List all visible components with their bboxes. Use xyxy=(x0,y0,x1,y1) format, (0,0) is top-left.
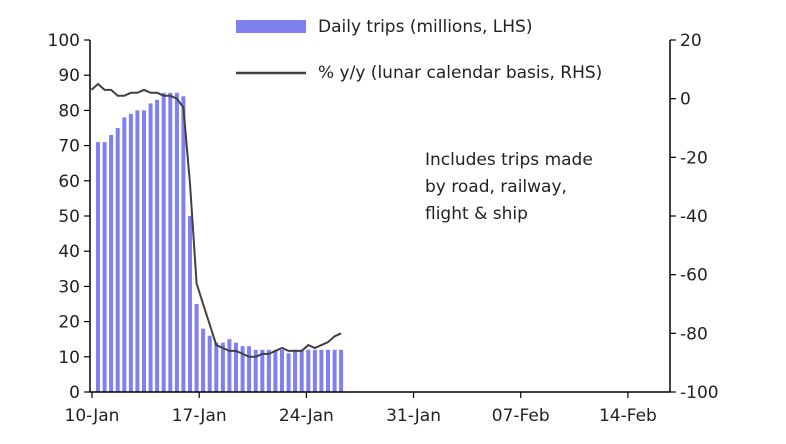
x-tick-label: 10-Jan xyxy=(65,406,120,426)
x-tick-label: 24-Jan xyxy=(279,406,334,426)
right-tick-label: -100 xyxy=(680,383,719,403)
left-tick-label: 10 xyxy=(58,348,80,368)
bar xyxy=(299,349,304,392)
left-tick-label: 60 xyxy=(58,172,80,192)
yoy-line xyxy=(90,82,342,358)
bar xyxy=(109,135,114,392)
bar xyxy=(286,353,291,392)
bar xyxy=(174,92,179,393)
legend-bar-swatch xyxy=(236,20,306,33)
x-tick-label: 14-Feb xyxy=(599,406,657,426)
bar xyxy=(214,342,219,392)
bar xyxy=(253,349,258,392)
right-tick-label: -80 xyxy=(680,324,708,344)
x-axis-ticks: 10-Jan 17-Jan 24-Jan 31-Jan 07-Feb 14-Feb xyxy=(65,392,657,426)
left-tick-label: 0 xyxy=(69,383,80,403)
bar xyxy=(312,349,317,392)
bar xyxy=(161,92,166,393)
bar xyxy=(128,113,133,393)
left-tick-label: 70 xyxy=(58,137,80,157)
left-tick-label: 50 xyxy=(58,207,80,227)
left-tick-label: 20 xyxy=(58,313,80,333)
bar xyxy=(293,349,298,392)
annotation: Includes trips made by road, railway, fl… xyxy=(425,150,593,224)
left-axis-ticks: 0 10 20 30 40 50 60 70 80 90 100 xyxy=(48,31,90,403)
right-axis-ticks: -100 -80 -60 -40 -20 0 20 xyxy=(670,31,719,403)
bar xyxy=(142,110,146,393)
legend: Daily trips (millions, LHS) % y/y (lunar… xyxy=(236,17,602,83)
bar xyxy=(102,142,107,392)
bar-series xyxy=(96,92,344,393)
right-tick-label: 20 xyxy=(680,31,702,51)
bar xyxy=(266,349,271,392)
bar xyxy=(227,339,232,392)
bar xyxy=(234,342,238,392)
left-tick-label: 30 xyxy=(58,277,80,297)
x-tick-label: 31-Jan xyxy=(386,406,441,426)
bar xyxy=(122,117,127,393)
bar xyxy=(194,304,199,392)
right-tick-label: -60 xyxy=(680,266,708,286)
bar xyxy=(319,349,324,392)
bar xyxy=(135,110,140,393)
legend-bar-label: Daily trips (millions, LHS) xyxy=(318,17,532,37)
bar xyxy=(339,349,344,392)
bar xyxy=(306,349,311,392)
right-tick-label: -40 xyxy=(680,207,708,227)
x-tick-label: 17-Jan xyxy=(172,406,227,426)
x-tick-label: 07-Feb xyxy=(492,406,550,426)
bar xyxy=(207,335,212,392)
bar xyxy=(332,349,337,392)
annotation-line-2: by road, railway, xyxy=(425,177,567,197)
bar xyxy=(188,216,192,392)
right-tick-label: -20 xyxy=(680,148,708,168)
left-tick-label: 80 xyxy=(58,101,80,121)
bar xyxy=(181,96,186,393)
bar xyxy=(247,346,252,392)
annotation-line-3: flight & ship xyxy=(425,204,528,224)
annotation-line-1: Includes trips made xyxy=(425,150,593,170)
bar xyxy=(155,99,160,393)
bar xyxy=(220,342,225,392)
left-tick-label: 90 xyxy=(58,66,80,86)
bar xyxy=(201,328,206,392)
left-tick-label: 100 xyxy=(48,31,80,51)
bar xyxy=(260,349,265,392)
bar xyxy=(96,142,100,392)
left-tick-label: 40 xyxy=(58,242,80,262)
legend-line-label: % y/y (lunar calendar basis, RHS) xyxy=(318,63,602,83)
bar xyxy=(326,349,330,392)
bar xyxy=(273,349,278,392)
bar xyxy=(280,349,284,392)
bar xyxy=(148,103,153,393)
bar xyxy=(115,128,120,392)
bar xyxy=(168,92,173,393)
bar xyxy=(240,346,245,392)
right-tick-label: 0 xyxy=(680,90,691,110)
